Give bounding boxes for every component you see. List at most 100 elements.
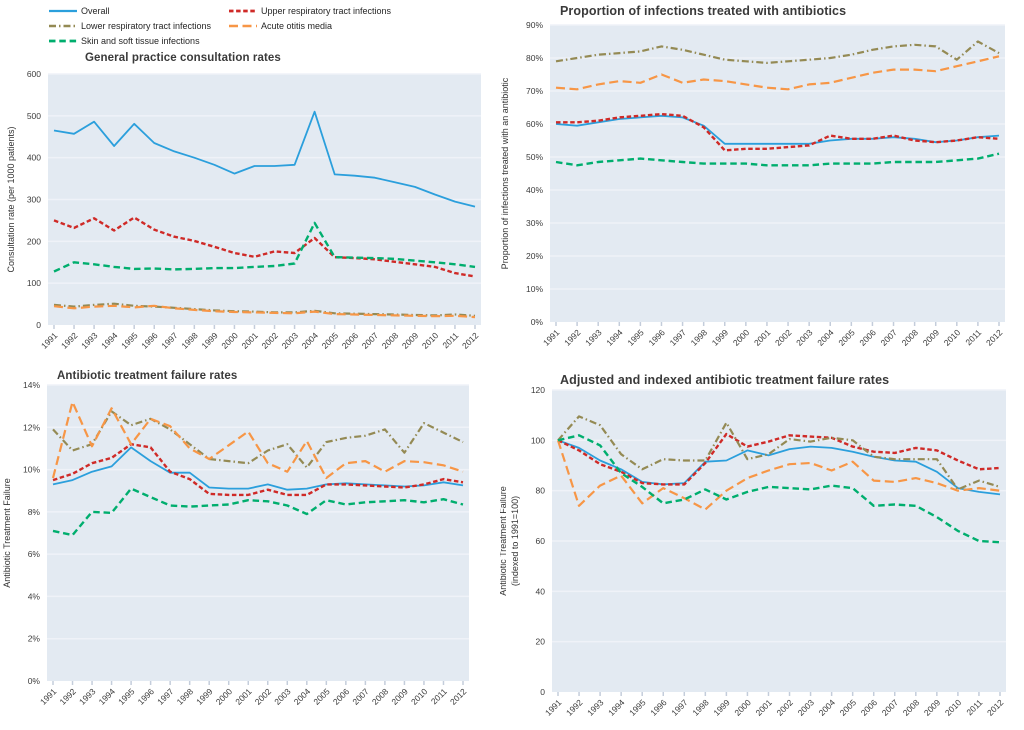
y-axis-title: Antibiotic Treatment Failure (2, 478, 12, 588)
aom-line-swatch-icon (229, 24, 257, 27)
x-tick-label: 2000 (219, 330, 240, 351)
x-tick-label: 2000 (731, 327, 752, 348)
series-line-lrti (557, 415, 1001, 491)
x-tick-label: 1998 (690, 697, 711, 718)
x-tick-label: 2004 (817, 697, 838, 718)
legend-item-urti: Upper respiratory tract infections (228, 6, 391, 16)
series-line-overall (53, 110, 476, 208)
x-tick-label: 1998 (689, 327, 710, 348)
x-tick-label: 2003 (272, 686, 293, 707)
series-line-ssti (555, 152, 1000, 167)
y-tick-label: 80 (536, 486, 546, 496)
x-tick-label: 2012 (448, 686, 469, 707)
x-tick-label: 2011 (963, 327, 983, 347)
x-tick-label: 2002 (773, 327, 794, 348)
y-tick-label: 80% (526, 53, 543, 63)
y-tick-label: 600 (27, 69, 41, 79)
y-tick-label: 10% (526, 284, 543, 294)
x-tick-label: 2001 (752, 327, 773, 348)
x-tick-label: 1993 (583, 327, 604, 348)
chart-title-consultation-rates: General practice consultation rates (85, 52, 281, 64)
x-tick-label: 1995 (625, 327, 646, 348)
y-tick-label: 50% (526, 152, 543, 162)
series-line-ssti (52, 487, 464, 537)
x-tick-label: 1996 (139, 330, 160, 351)
x-tick-label: 1991 (39, 330, 60, 351)
y-tick-label: 4% (28, 591, 41, 601)
plot-area (550, 25, 1005, 322)
x-tick-label: 2008 (901, 697, 922, 718)
x-tick-label: 1996 (648, 697, 669, 718)
x-tick-label: 1993 (585, 697, 606, 718)
x-tick-label: 1997 (669, 697, 690, 718)
x-tick-label: 2001 (239, 330, 260, 351)
chart-proportion-infections-treated: 0%10%20%30%40%50%60%70%80%90%1991 1992 199… (500, 20, 1005, 348)
series-line-lrti (52, 410, 464, 469)
series-line-aom (53, 304, 476, 319)
y-tick-label: 0 (540, 687, 545, 697)
x-tick-label: 2003 (796, 697, 817, 718)
x-tick-label: 2007 (880, 697, 901, 718)
x-tick-label: 1999 (199, 330, 220, 351)
y-tick-label: 120 (531, 385, 545, 395)
series-line-ssti (53, 221, 476, 273)
legend-label: Lower respiratory tract infections (81, 20, 212, 31)
x-tick-label: 1998 (179, 330, 200, 351)
x-tick-label: 1999 (194, 686, 215, 707)
x-tick-label: 2008 (380, 330, 401, 351)
series-line-urti (53, 216, 476, 278)
x-tick-label: 2002 (253, 686, 274, 707)
y-tick-label: 100 (531, 435, 545, 445)
x-tick-label: 2012 (984, 327, 1005, 348)
x-tick-label: 1992 (562, 327, 583, 348)
series-line-aom (555, 55, 1000, 91)
series-line-aom (556, 439, 1001, 511)
x-tick-label: 2002 (259, 330, 280, 351)
x-tick-label: 2000 (732, 697, 753, 718)
series-line-urti (52, 443, 464, 497)
x-tick-label: 1991 (543, 697, 564, 718)
y-tick-label: 500 (27, 111, 41, 121)
x-tick-label: 2004 (300, 330, 321, 351)
legend-label: Acute otitis media (261, 20, 333, 31)
y-axis-title: Proportion of infections treated with an… (500, 77, 510, 269)
x-tick-label: 1996 (136, 686, 157, 707)
x-tick-label: 1998 (175, 686, 196, 707)
legend: Overall Upper respiratory tract infection… (48, 3, 391, 48)
x-tick-label: 2001 (753, 697, 774, 718)
x-tick-label: 2006 (331, 686, 352, 707)
x-tick-label: 2006 (857, 327, 878, 348)
y-tick-label: 60% (526, 119, 543, 129)
chart-title-proportion-treated: Proportion of infections treated with an… (560, 4, 847, 18)
legend-item-lrti: Lower respiratory tract infections (48, 21, 228, 31)
x-tick-label: 2009 (922, 697, 943, 718)
chart-antibiotic-treatment-failure-rates: 0%2%4%6%8%10%12%14%1991 1992 1993 1994 1995 1… (2, 380, 469, 707)
x-tick-label: 2004 (292, 686, 313, 707)
x-tick-label: 2012 (985, 697, 1006, 718)
y-tick-label: 40 (536, 586, 546, 596)
x-tick-label: 1993 (77, 686, 98, 707)
series-line-aom (51, 400, 464, 480)
x-tick-label: 1991 (541, 327, 562, 348)
x-tick-label: 2009 (389, 686, 410, 707)
x-tick-label: 2002 (774, 697, 795, 718)
chart-title-adjusted-indexed-failure-rates: Adjusted and indexed antibiotic treatmen… (560, 373, 890, 387)
x-tick-label: 1994 (97, 686, 118, 707)
x-tick-label: 2011 (964, 697, 984, 717)
y-tick-label: 12% (23, 422, 40, 432)
y-axis-title: (indexed to 1991=100) (510, 496, 520, 586)
y-tick-label: 40% (526, 185, 543, 195)
x-tick-label: 2005 (836, 327, 857, 348)
x-tick-label: 2003 (794, 327, 815, 348)
x-tick-label: 1992 (57, 686, 78, 707)
x-tick-label: 2012 (460, 330, 481, 351)
y-tick-label: 14% (23, 380, 40, 390)
y-tick-label: 70% (526, 86, 543, 96)
x-tick-label: 2010 (943, 697, 964, 718)
y-axis-title: Consultation rate (per 1000 patients) (6, 126, 16, 272)
legend-label: Upper respiratory tract infections (261, 5, 392, 16)
y-tick-label: 0% (531, 317, 544, 327)
urti-line-swatch-icon (229, 9, 257, 12)
